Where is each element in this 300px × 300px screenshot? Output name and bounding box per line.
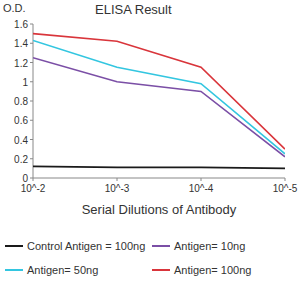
x-tick-label: 10^-3 [105,183,130,194]
chart: ELISA ResultO.D.00.20.40.60.811.21.41.61… [0,0,300,300]
legend-label: Antigen= 10ng [174,240,245,252]
y-tick-label: 1.4 [14,38,28,49]
legend-swatch [5,245,23,247]
legend-swatch [5,269,23,271]
y-tick-label: 0.4 [14,135,28,146]
x-tick [117,178,118,181]
y-tick-label: 0.6 [14,115,28,126]
x-tick [201,178,202,181]
legend-label: Antigen= 50ng [27,264,98,276]
legend-swatch [152,245,170,247]
legend-label: Control Antigen = 100ng [27,240,145,252]
series-line [33,166,285,168]
x-label: Serial Dilutions of Antibody [82,202,237,217]
title: ELISA Result [95,2,172,17]
x-tick [285,178,286,181]
series-line [33,34,285,150]
y-tick-label: 0.2 [14,154,28,165]
legend-label: Antigen= 100ng [174,264,251,276]
y-tick-label: 1.6 [14,19,28,30]
x-tick-label: 10^-2 [21,183,46,194]
y-tick-label: 1.2 [14,58,28,69]
y-label: O.D. [3,2,26,14]
y-axis [33,24,34,178]
plot-area [33,34,285,169]
x-axis [33,178,285,179]
x-tick [33,178,34,181]
series-line [33,40,285,153]
series-line [33,58,285,157]
y-tick-label: 1 [22,77,28,88]
x-tick-label: 10^-5 [273,183,298,194]
x-tick-label: 10^-4 [189,183,214,194]
legend-swatch [152,269,170,271]
y-tick-label: 0.8 [14,96,28,107]
